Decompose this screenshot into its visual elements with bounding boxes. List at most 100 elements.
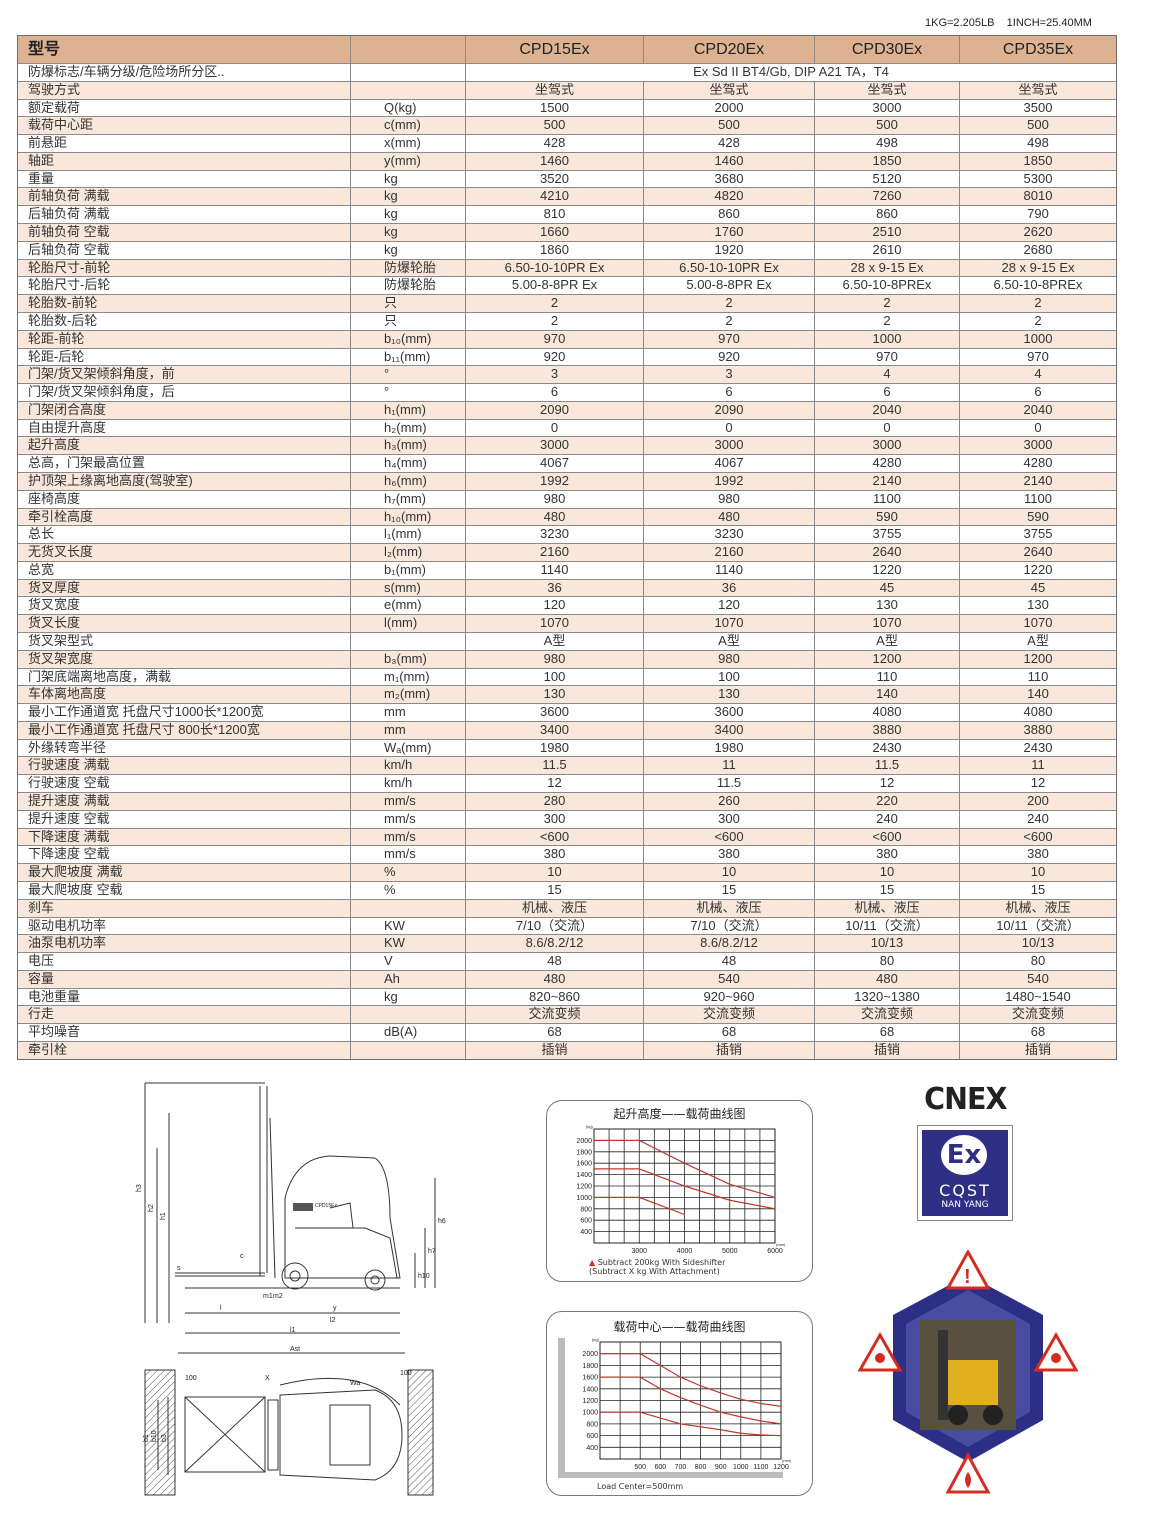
dim-label: b10	[151, 1430, 158, 1442]
table-row: 额定载荷 Q(kg) 1500 2000 3000 3500	[18, 98, 1116, 117]
row-unit: h₂(mm)	[350, 419, 465, 437]
row-unit: s(mm)	[350, 579, 465, 597]
table-row: 轴距 y(mm) 1460 1460 1850 1850	[18, 151, 1116, 170]
table-row: 前悬距 x(mm) 428 428 498 498	[18, 134, 1116, 152]
row-value: 15	[814, 881, 959, 899]
row-value: 200	[959, 793, 1116, 810]
row-unit: V	[350, 953, 465, 970]
y-tick-label: 1800	[576, 1149, 592, 1156]
table-row: 驱动电机功率 KW 7/10（交流） 7/10（交流） 10/11（交流） 10/11（交…	[18, 916, 1116, 935]
dim-label: Wa	[350, 1380, 360, 1387]
row-value: 28 x 9-15 Ex	[959, 259, 1116, 277]
row-value: 428	[643, 135, 814, 152]
row-label: 容量	[28, 970, 55, 986]
table-row: 提升速度 空载 mm/s 300 300 240 240	[18, 809, 1116, 828]
row-value: 2620	[959, 224, 1116, 241]
row-value: 1860	[465, 241, 643, 259]
row-unit: l(mm)	[350, 615, 465, 632]
dim-label: X	[265, 1375, 270, 1382]
row-value: 920	[643, 348, 814, 366]
table-row: 提升速度 满载 mm/s 280 260 220 200	[18, 792, 1116, 810]
row-label: 前悬距	[28, 135, 68, 151]
row-value: 540	[643, 970, 814, 988]
y-tick-label: 400	[586, 1445, 598, 1452]
row-value: 机械、液压	[814, 899, 959, 917]
x-tick-label: 1200	[773, 1464, 789, 1471]
row-label: 轮距-后轮	[28, 348, 85, 364]
row-value: 机械、液压	[465, 899, 643, 917]
row-value: 3000	[814, 99, 959, 117]
dim-label: h3	[136, 1184, 143, 1192]
row-unit: h₄(mm)	[350, 455, 465, 472]
table-row: 下降速度 空载 mm/s 380 380 380 380	[18, 845, 1116, 864]
row-value: 4	[814, 366, 959, 384]
row-value: 4067	[643, 455, 814, 472]
load-curve	[594, 1139, 776, 1198]
row-value: 36	[465, 579, 643, 597]
row-value: <600	[959, 828, 1116, 846]
row-value: 80	[959, 953, 1116, 970]
dim-label: h10	[418, 1273, 430, 1280]
dim-label: b3	[161, 1434, 168, 1442]
row-unit: mm/s	[350, 828, 465, 846]
row-value: 1070	[814, 615, 959, 632]
row-label: 最小工作通道宽 托盘尺寸1000长*1200宽	[28, 704, 264, 720]
row-value: 1070	[465, 615, 643, 632]
row-value: 980	[643, 650, 814, 668]
row-unit: x(mm)	[350, 135, 465, 152]
dim-label: 100	[185, 1375, 197, 1382]
row-value: 1480~1540	[959, 988, 1116, 1006]
row-value: 5.00-8-8PR Ex	[465, 277, 643, 295]
row-value: 3	[465, 366, 643, 384]
row-value: 10/11（交流）	[959, 917, 1116, 935]
unit-conversion-note: 1KG=2.205LB 1INCH=25.40MM	[925, 17, 1092, 29]
row-label: 货叉长度	[28, 615, 81, 631]
x-tick-label: 6000	[767, 1248, 783, 1255]
row-value: 7260	[814, 188, 959, 206]
row-unit: °	[350, 366, 465, 384]
row-value: 300	[465, 810, 643, 828]
dim-label: c	[240, 1253, 244, 1260]
table-row: 轮胎尺寸-前轮 防爆轮胎 6.50-10-10PR Ex 6.50-10-10PR E…	[18, 258, 1116, 277]
row-label: 轴距	[28, 152, 55, 168]
row-value: 4280	[814, 455, 959, 472]
row-value: 240	[814, 810, 959, 828]
load-curve	[600, 1353, 782, 1407]
row-value: 480	[643, 508, 814, 526]
row-value: <600	[814, 828, 959, 846]
row-value: 1000	[814, 330, 959, 348]
y-tick-label: 1600	[576, 1161, 592, 1168]
row-label: 货叉架型式	[28, 633, 94, 648]
x-tick-label: 5000	[722, 1248, 738, 1255]
y-tick-label: 2000	[576, 1138, 592, 1145]
table-row: 最小工作通道宽 托盘尺寸1000长*1200宽 mm 3600 3600 4080 408…	[18, 703, 1116, 721]
row-label: 护顶架上缘离地高度(驾驶室)	[28, 472, 193, 488]
table-row: 后轴负荷 满载 kg 810 860 860 790	[18, 205, 1116, 224]
row-value: 15	[959, 881, 1116, 899]
y-tick-label: 1400	[576, 1172, 592, 1179]
table-row: 刹车 机械、液压 机械、液压 机械、液压 机械、液压	[18, 898, 1116, 917]
row-value: 1850	[814, 152, 959, 170]
row-value: 0	[643, 419, 814, 437]
table-row: 载荷中心距 c(mm) 500 500 500 500	[18, 116, 1116, 135]
row-value: 8.6/8.2/12	[643, 935, 814, 953]
row-label: 门架/货叉架倾斜角度，后	[28, 384, 175, 400]
row-value: 10	[959, 864, 1116, 881]
row-value: 2640	[959, 544, 1116, 561]
row-unit: m₁(mm)	[350, 668, 465, 686]
dim-label: m1	[263, 1293, 273, 1300]
row-value: 970	[643, 330, 814, 348]
row-value: 68	[465, 1024, 643, 1041]
table-row: 平均噪音 dB(A) 68 68 68 68	[18, 1023, 1116, 1041]
x-tick-label: 1000	[733, 1464, 749, 1471]
row-value: 380	[959, 846, 1116, 864]
chart-note: Load Center=500mm	[597, 1482, 684, 1491]
row-value: 2140	[814, 472, 959, 490]
row-value: Ex Sd II BT4/Gb, DIP A21 TA，T4	[465, 64, 1116, 81]
row-value: 3680	[643, 170, 814, 188]
row-label: 后轴负荷 满载	[28, 206, 110, 222]
row-value: 插销	[814, 1041, 959, 1059]
row-value: 130	[814, 597, 959, 615]
ex-mark: Ex	[938, 1132, 990, 1178]
warning-icon: !	[945, 1250, 991, 1290]
